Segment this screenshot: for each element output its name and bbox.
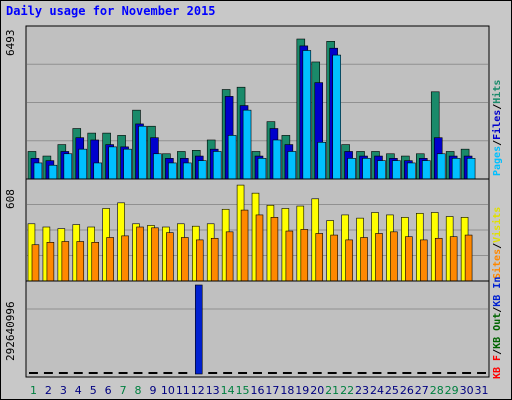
- x-tick-label: 25: [385, 384, 399, 397]
- bar-pages: [407, 162, 416, 180]
- bar-pages: [63, 153, 73, 180]
- bar-sites: [91, 242, 99, 282]
- bar-sites: [151, 227, 159, 282]
- x-tick-label: 26: [400, 384, 414, 397]
- x-tick-label: 11: [176, 384, 190, 397]
- bar-sites: [106, 237, 114, 282]
- bar-sites: [360, 237, 368, 282]
- x-tick-label: 7: [120, 384, 127, 397]
- bar-sites: [420, 239, 428, 282]
- bar-sites: [181, 237, 189, 282]
- bar-pages: [347, 158, 356, 180]
- x-tick-label: 21: [325, 384, 339, 397]
- x-tick-label: 3: [60, 384, 67, 397]
- x-tick-label: 8: [135, 384, 142, 397]
- x-tick-label: 10: [161, 384, 175, 397]
- bar-pages: [436, 153, 446, 180]
- x-tick-label: 19: [295, 384, 309, 397]
- bar-sites: [61, 241, 70, 282]
- bar-pages: [422, 160, 431, 180]
- bar-sites: [330, 234, 338, 282]
- bar-sites: [300, 229, 309, 282]
- x-tick-label: 31: [475, 384, 489, 397]
- bar-sites: [375, 233, 383, 282]
- bar-sites: [255, 214, 264, 282]
- bar-pages: [377, 160, 386, 180]
- bar-pages: [78, 148, 88, 180]
- bar-sites: [285, 230, 294, 282]
- bar-pages: [33, 162, 43, 180]
- bar-pages: [227, 135, 237, 180]
- bar-sites: [464, 234, 473, 282]
- panel-kbytes: [25, 280, 490, 378]
- bar-sites: [136, 226, 144, 282]
- bar-pages: [48, 164, 58, 180]
- x-tick-label: 17: [265, 384, 279, 397]
- bar-sites: [121, 235, 129, 282]
- bar-sites: [390, 231, 398, 282]
- bar-pages: [257, 158, 267, 180]
- x-tick-label: 22: [340, 384, 354, 397]
- bar-sites: [31, 244, 40, 282]
- x-tick-label: 9: [149, 384, 156, 397]
- bar-pages: [183, 162, 192, 180]
- bar-pages: [302, 50, 312, 180]
- bar-pages: [451, 158, 461, 180]
- bar-sites: [195, 239, 204, 282]
- x-tick-label: 13: [206, 384, 220, 397]
- bar-sites: [225, 231, 234, 282]
- bar-pages: [212, 151, 222, 180]
- bar-pages: [197, 160, 207, 180]
- bar-sites: [76, 241, 85, 282]
- x-tick-label: 30: [460, 384, 474, 397]
- chart-title: Daily usage for November 2015: [6, 4, 216, 18]
- bar-sites: [434, 237, 443, 282]
- bar-pages: [466, 158, 476, 180]
- bar-sites: [166, 232, 174, 282]
- bar-sites: [240, 209, 249, 282]
- x-tick-label: 5: [90, 384, 97, 397]
- x-tick-label: 1: [30, 384, 37, 397]
- bar-pages: [153, 153, 162, 180]
- bar-sites: [405, 236, 413, 282]
- x-tick-label: 28: [430, 384, 444, 397]
- x-tick-label: 4: [75, 384, 82, 397]
- x-tick-label: 6: [105, 384, 112, 397]
- x-tick-label: 15: [236, 384, 250, 397]
- x-tick-label: 2: [45, 384, 52, 397]
- bar-pages: [138, 125, 147, 180]
- bar-sites: [46, 242, 55, 282]
- bar-pages: [392, 160, 401, 180]
- bar-pages: [242, 109, 252, 180]
- x-tick-label: 27: [415, 384, 429, 397]
- bar-pages: [362, 158, 371, 180]
- x-tick-label: 29: [445, 384, 459, 397]
- x-tick-label: 24: [370, 384, 384, 397]
- x-tick-label: 14: [221, 384, 235, 397]
- x-tick-label: 20: [310, 384, 324, 397]
- bar-pages: [317, 141, 327, 180]
- x-tick-label: 23: [355, 384, 369, 397]
- bar-pages: [287, 151, 297, 180]
- bar-pages: [108, 146, 117, 180]
- bar-pages: [332, 54, 341, 180]
- x-tick-label: 16: [251, 384, 265, 397]
- bar-sites: [210, 237, 219, 282]
- bar-pages: [123, 148, 132, 180]
- x-tick-label: 18: [280, 384, 294, 397]
- bar-sites: [345, 239, 353, 282]
- bar-pages: [168, 162, 177, 180]
- bar-sites: [270, 217, 279, 282]
- bar-sites: [315, 233, 324, 282]
- bar-pages: [93, 162, 102, 180]
- bar-pages: [272, 139, 282, 180]
- bar-kb-in: [194, 284, 203, 375]
- x-tick-label: 12: [191, 384, 205, 397]
- bar-sites: [449, 236, 458, 282]
